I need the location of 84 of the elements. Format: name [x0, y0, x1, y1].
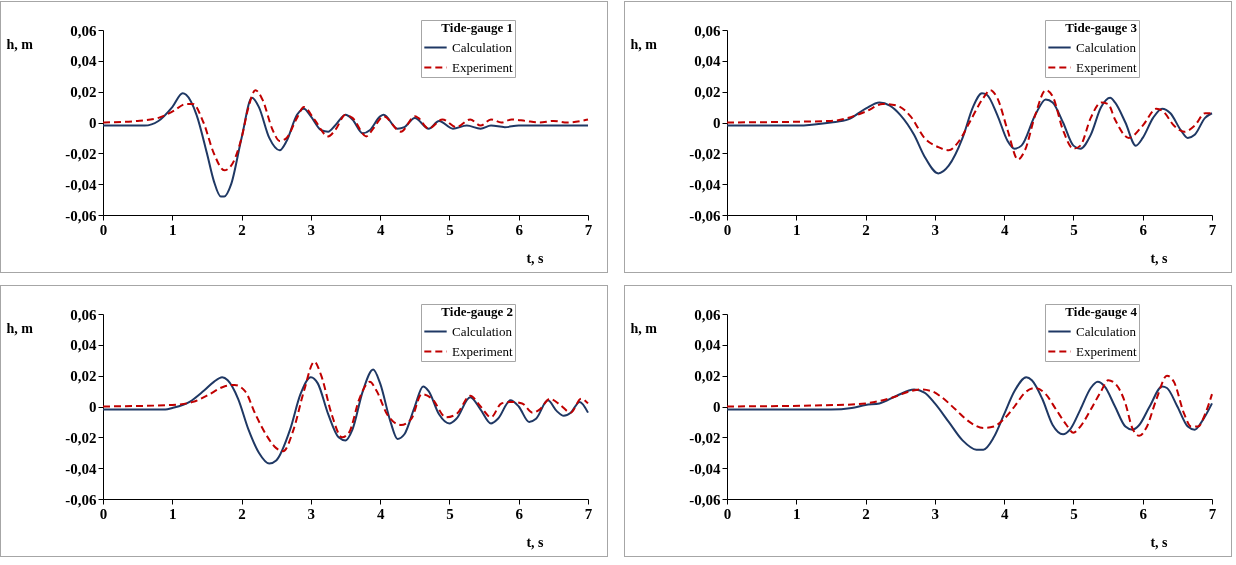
- y-tick-label: 0,06: [694, 22, 721, 39]
- x-tick-label: 4: [376, 505, 385, 522]
- y-tick-label: -0,04: [65, 176, 97, 193]
- y-tick-label: -0,02: [689, 429, 721, 446]
- x-tick-label: 4: [1000, 221, 1009, 238]
- x-axis-title: t, s: [1150, 534, 1169, 550]
- x-tick-label: 2: [862, 505, 870, 522]
- legend-title: Tide-gauge 4: [1065, 304, 1138, 319]
- x-tick-label: 5: [446, 221, 454, 238]
- x-axis-title: t, s: [526, 534, 545, 550]
- x-tick-label: 3: [931, 505, 940, 522]
- x-tick-label: 3: [307, 221, 316, 238]
- y-tick-label: -0,06: [689, 491, 721, 508]
- line-series: [726, 89, 1213, 161]
- x-tick-label: 1: [169, 505, 177, 522]
- x-tick-label: 2: [238, 505, 246, 522]
- x-tick-label: 3: [931, 221, 940, 238]
- y-axis-title: h, m: [6, 36, 34, 52]
- y-tick-label: 0,06: [70, 306, 97, 323]
- x-tick-label: 2: [238, 221, 246, 238]
- line-series: [726, 376, 1213, 451]
- y-tick-label: -0,02: [65, 145, 97, 162]
- legend-label: Calculation: [452, 323, 513, 339]
- y-axis-title: h, m: [630, 320, 658, 336]
- legend-title: Tide-gauge 3: [1065, 20, 1138, 35]
- legend-label: Calculation: [1076, 39, 1137, 55]
- line-series: [102, 89, 589, 172]
- x-axis-title: t, s: [1150, 250, 1169, 266]
- x-tick-label: 7: [584, 221, 593, 238]
- y-axis-title: h, m: [630, 36, 658, 52]
- x-tick-label: 7: [1208, 221, 1217, 238]
- legend-label: Calculation: [1076, 323, 1137, 339]
- x-tick-label: 6: [1139, 505, 1148, 522]
- y-tick-label: 0,04: [70, 337, 97, 354]
- y-tick-label: -0,06: [689, 207, 721, 224]
- y-tick-label: 0,04: [70, 53, 97, 70]
- line-series: [102, 92, 589, 198]
- y-tick-label: -0,02: [689, 145, 721, 162]
- y-tick-label: 0: [89, 399, 97, 415]
- y-tick-label: -0,04: [689, 176, 721, 193]
- y-axis-title: h, m: [6, 320, 34, 336]
- x-axis-title: t, s: [526, 250, 545, 266]
- y-tick-label: 0,02: [70, 368, 97, 385]
- x-tick-label: 1: [169, 221, 177, 238]
- line-series: [726, 374, 1213, 437]
- y-tick-label: 0,02: [70, 84, 97, 101]
- line-series: [102, 368, 589, 465]
- x-tick-label: 5: [446, 505, 454, 522]
- x-tick-label: 4: [1000, 505, 1009, 522]
- y-tick-label: -0,02: [65, 429, 97, 446]
- line-series: [102, 360, 589, 453]
- x-tick-label: 2: [862, 221, 870, 238]
- x-tick-label: 6: [515, 221, 524, 238]
- x-tick-label: 5: [1070, 505, 1078, 522]
- legend-title: Tide-gauge 2: [441, 304, 513, 319]
- legend-label: Calculation: [452, 39, 513, 55]
- x-tick-label: 7: [584, 505, 593, 522]
- legend-title: Tide-gauge 1: [441, 20, 513, 35]
- y-tick-label: 0: [713, 115, 721, 131]
- y-tick-label: 0,06: [694, 306, 721, 323]
- x-tick-label: 4: [376, 221, 385, 238]
- y-tick-label: -0,06: [65, 207, 97, 224]
- y-tick-label: 0,02: [694, 84, 721, 101]
- x-tick-label: 1: [793, 505, 801, 522]
- y-tick-label: 0: [713, 399, 721, 415]
- x-tick-label: 7: [1208, 505, 1217, 522]
- legend-label: Experiment: [452, 343, 514, 359]
- y-tick-label: 0,06: [70, 22, 97, 39]
- y-tick-label: 0,04: [694, 337, 721, 354]
- legend-label: Experiment: [1076, 343, 1138, 359]
- x-tick-label: 1: [793, 221, 801, 238]
- y-tick-label: 0,02: [694, 368, 721, 385]
- legend-label: Experiment: [1076, 59, 1138, 75]
- y-tick-label: -0,04: [689, 460, 721, 477]
- x-tick-label: 5: [1070, 221, 1078, 238]
- y-tick-label: -0,06: [65, 491, 97, 508]
- y-tick-label: 0,04: [694, 53, 721, 70]
- y-tick-label: 0: [89, 115, 97, 131]
- legend-label: Experiment: [452, 59, 514, 75]
- y-tick-label: -0,04: [65, 460, 97, 477]
- x-tick-label: 6: [1139, 221, 1148, 238]
- x-tick-label: 6: [515, 505, 524, 522]
- line-series: [726, 92, 1213, 175]
- x-tick-label: 3: [307, 505, 316, 522]
